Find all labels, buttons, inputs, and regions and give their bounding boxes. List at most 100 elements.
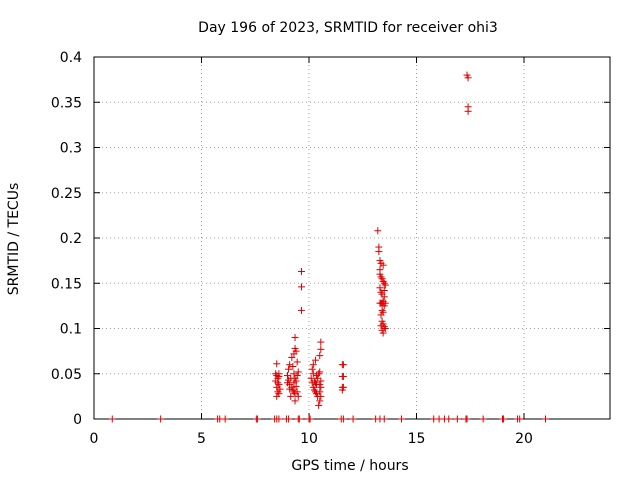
data-point — [445, 415, 453, 423]
data-point — [317, 377, 325, 385]
data-point — [339, 415, 347, 423]
data-point — [380, 415, 388, 423]
data-point — [309, 361, 317, 369]
data-point — [287, 392, 295, 400]
data-point — [289, 363, 297, 371]
data-point — [317, 383, 325, 391]
data-point — [297, 267, 305, 275]
data-point — [316, 352, 324, 360]
x-tick-labels: 0 5 10 15 20 — [90, 431, 533, 447]
y-tick-label: 0.4 — [60, 50, 82, 66]
y-tick-label: 0.3 — [60, 141, 82, 157]
data-point — [377, 322, 385, 330]
data-point — [297, 306, 305, 314]
data-point — [378, 306, 386, 314]
data-point — [542, 415, 549, 423]
data-point — [397, 415, 405, 423]
data-point — [380, 293, 388, 301]
data-point — [293, 358, 301, 366]
data-point — [316, 397, 324, 405]
data-point — [377, 288, 385, 296]
y-tick-label: 0 — [73, 412, 82, 428]
data-points — [108, 71, 549, 423]
data-point — [375, 248, 383, 256]
y-tick-labels: 0 0.05 0.1 0.15 0.2 0.25 0.3 0.35 0.4 — [51, 50, 82, 428]
x-tick-label: 5 — [197, 431, 206, 447]
data-point — [292, 347, 300, 355]
data-point — [339, 361, 347, 369]
y-tick-label: 0.1 — [60, 322, 82, 338]
axis-ticks — [93, 56, 610, 420]
grid-lines — [94, 57, 610, 419]
x-tick-label: 0 — [90, 431, 99, 447]
data-point — [311, 356, 319, 364]
data-point — [377, 273, 385, 281]
data-point — [349, 415, 357, 423]
y-tick-label: 0.25 — [51, 186, 82, 202]
data-point — [275, 372, 283, 380]
data-point — [379, 261, 387, 269]
data-point — [306, 415, 314, 423]
data-point — [379, 329, 387, 337]
data-point — [316, 388, 324, 396]
data-point — [295, 415, 303, 423]
data-point — [253, 415, 261, 423]
data-point — [289, 386, 297, 394]
data-point — [273, 392, 281, 400]
data-point — [273, 360, 281, 368]
data-point — [286, 361, 294, 369]
data-point — [308, 365, 316, 373]
y-tick-label: 0.35 — [51, 95, 82, 111]
y-tick-label: 0.05 — [51, 367, 82, 383]
chart-title: Day 196 of 2023, SRMTID for receiver ohi… — [198, 20, 498, 36]
data-point — [310, 386, 318, 394]
data-point — [380, 323, 388, 331]
data-point — [317, 338, 325, 346]
data-point — [376, 284, 384, 292]
data-point — [464, 74, 472, 82]
data-point — [381, 325, 389, 332]
data-point — [374, 227, 382, 235]
data-point — [317, 392, 325, 400]
data-point — [308, 379, 316, 387]
data-point — [381, 281, 389, 289]
data-point — [273, 383, 281, 391]
data-point — [316, 368, 324, 376]
data-point — [275, 415, 283, 423]
data-point — [221, 415, 229, 423]
data-point — [297, 283, 305, 291]
data-point — [379, 277, 387, 285]
data-point — [380, 286, 388, 294]
y-axis-label: SRMTID / TECUs — [6, 183, 22, 296]
data-point — [291, 397, 299, 405]
data-point — [288, 353, 296, 361]
data-point — [108, 415, 116, 423]
x-tick-label: 15 — [408, 431, 426, 447]
data-point — [290, 370, 298, 378]
data-point — [293, 372, 301, 380]
y-tick-label: 0.15 — [51, 276, 82, 292]
data-point — [285, 376, 293, 384]
y-tick-label: 0.2 — [60, 231, 82, 247]
data-point — [463, 415, 471, 423]
data-point — [339, 372, 347, 380]
data-point — [377, 311, 385, 319]
x-tick-label: 10 — [300, 431, 318, 447]
data-point — [500, 415, 508, 423]
data-point — [291, 334, 299, 342]
data-point — [285, 365, 293, 373]
plot-frame — [93, 56, 611, 420]
x-axis-label: GPS time / hours — [291, 458, 408, 474]
data-point — [274, 379, 282, 387]
data-point — [479, 415, 487, 423]
data-point — [285, 415, 293, 423]
data-point — [516, 415, 524, 423]
data-point — [294, 392, 302, 400]
data-point — [317, 345, 325, 353]
data-point — [380, 279, 388, 287]
data-point — [338, 386, 346, 394]
data-point — [286, 385, 294, 393]
data-point — [315, 370, 323, 378]
x-tick-label: 20 — [515, 431, 533, 447]
